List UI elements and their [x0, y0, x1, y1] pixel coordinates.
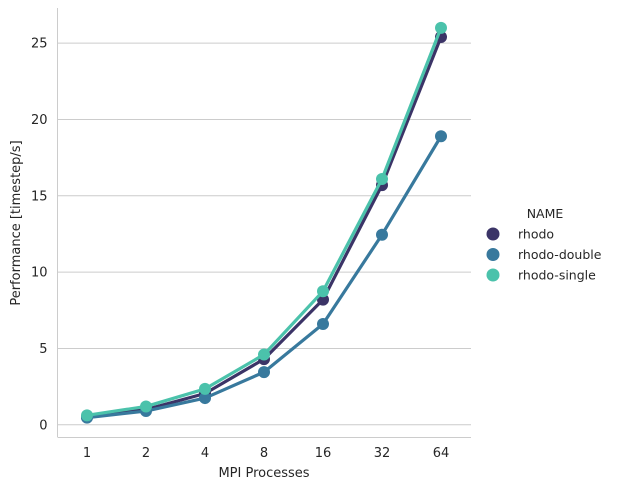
- x-tick-label: 2: [142, 446, 150, 461]
- x-tick-label: 8: [260, 446, 268, 461]
- legend-label: rhodo-double: [518, 247, 602, 262]
- x-tick-label: 32: [374, 446, 391, 461]
- data-point: [376, 172, 388, 185]
- legend-marker: [486, 248, 500, 261]
- series-layer: [81, 21, 447, 424]
- legend-marker: [486, 268, 500, 282]
- y-tick-label: 0: [39, 418, 47, 433]
- series-rhodo-double: [81, 130, 447, 424]
- data-point: [317, 318, 329, 331]
- data-point: [258, 366, 270, 379]
- legend-item: rhodo: [486, 227, 554, 242]
- data-point: [435, 21, 447, 34]
- data-point: [140, 400, 152, 413]
- x-tick-label: 16: [315, 446, 332, 461]
- data-point: [317, 285, 329, 298]
- data-point: [199, 382, 211, 395]
- grid-layer: [57, 42, 471, 426]
- axes-layer: [57, 8, 471, 438]
- y-tick-label: 15: [31, 189, 48, 204]
- y-tick-label: 20: [31, 113, 48, 128]
- y-tick-label: 5: [39, 342, 47, 357]
- legend-item: rhodo-single: [486, 268, 596, 283]
- legend-item: rhodo-double: [486, 247, 602, 262]
- x-tick-label: 64: [433, 446, 450, 461]
- data-point: [435, 130, 447, 143]
- legend-marker: [486, 227, 500, 241]
- x-tick-label: 4: [201, 446, 209, 461]
- legend: NAME rhodo rhodo-double rhodo-single: [486, 206, 602, 283]
- y-tick-label: 10: [31, 266, 48, 281]
- x-axis-label: MPI Processes: [218, 466, 309, 481]
- data-point: [199, 392, 211, 405]
- data-point: [81, 409, 93, 422]
- y-axis-label: Performance [timestep/s]: [9, 140, 24, 305]
- x-tick-labels: 1 2 4 8 16 32 64: [83, 446, 449, 461]
- y-tick-labels: 0 5 10 15 20 25: [31, 37, 48, 434]
- legend-title: NAME: [527, 206, 564, 221]
- data-point: [376, 228, 388, 241]
- legend-label: rhodo: [518, 227, 554, 242]
- y-tick-label: 25: [31, 37, 48, 52]
- legend-items: rhodo rhodo-double rhodo-single: [486, 227, 602, 283]
- data-point: [258, 348, 270, 361]
- legend-label: rhodo-single: [518, 268, 596, 283]
- series-rhodo-single: [81, 21, 447, 422]
- x-tick-label: 1: [83, 446, 91, 461]
- series-rhodo: [81, 31, 447, 424]
